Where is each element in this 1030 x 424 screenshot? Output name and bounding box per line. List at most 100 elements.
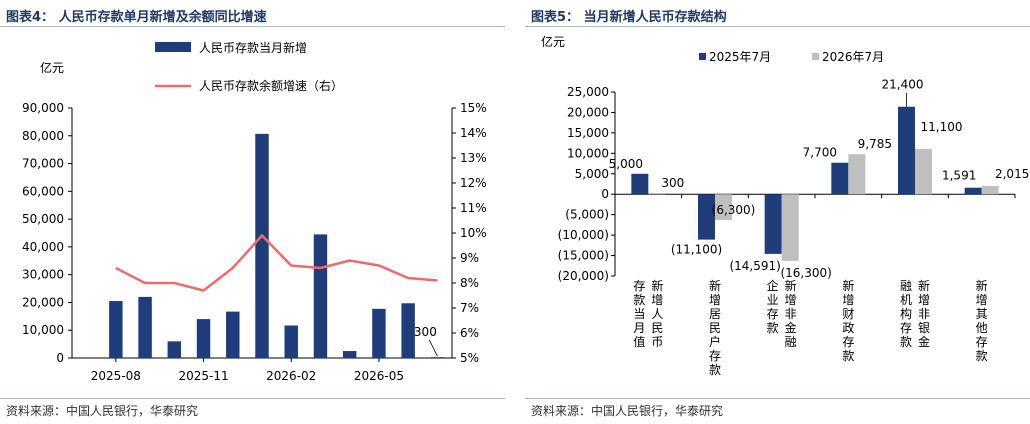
bar-2026 <box>981 185 999 195</box>
category-label-char: 增 <box>842 293 854 307</box>
data-label: 1,591 <box>942 169 976 183</box>
category-label: 新增财政存款 <box>842 278 854 363</box>
annotation-label: 300 <box>414 325 437 339</box>
source-rule <box>0 398 505 399</box>
category-label-char: 款 <box>709 363 721 377</box>
y2-tick-label: 5% <box>460 351 479 365</box>
y-tick-label: 20,000 <box>22 295 64 309</box>
category-label: 新增居民户存款 <box>709 278 721 377</box>
bar-2025 <box>631 173 649 195</box>
bar-2025 <box>764 194 782 254</box>
source-note: 资料来源：中国人民银行，华泰研究 <box>6 404 199 418</box>
bar-2026 <box>781 194 799 261</box>
y2-tick-label: 11% <box>460 201 487 215</box>
category-label: 新增非金融 <box>785 278 797 349</box>
legend-label-2025: 2025年7月 <box>709 50 771 64</box>
y-tick-label: 80,000 <box>22 129 64 143</box>
category-label-char: 户 <box>709 334 721 349</box>
y2-tick-label: 8% <box>460 276 479 290</box>
y2-tick-label: 10% <box>460 226 487 240</box>
bar-2025 <box>898 106 915 195</box>
category-label-char: 存 <box>709 349 721 363</box>
data-label: 9,785 <box>858 137 892 151</box>
legend-swatch-2026 <box>812 53 819 60</box>
data-label: 21,400 <box>882 78 924 92</box>
x-tick-label: 2025-11 <box>178 369 228 383</box>
y-tick-label: 5,000 <box>575 167 609 181</box>
category-label: 融机构存款 <box>900 279 912 349</box>
bar-2026 <box>848 154 866 195</box>
category-label-char: 新 <box>976 278 988 293</box>
chart-panel-deposit-monthly: 图表4： 人民币存款单月新增及余额同比增速 亿元 人民币存款当月新增 人民币存款余额… <box>0 0 505 424</box>
bar-monthly-new <box>372 308 386 358</box>
category-label: 新增其他存款 <box>976 278 988 363</box>
category-label-char: 款 <box>842 349 854 363</box>
y-tick-label: 30,000 <box>22 268 64 282</box>
legend-swatch-2025 <box>699 53 706 60</box>
category-label-char: 居 <box>709 307 721 321</box>
data-label: 7,700 <box>803 146 837 160</box>
chart-panel-deposit-structure: 图表5： 当月新增人民币存款结构 亿元 2025年7月 2026年7月 (20,000… <box>525 0 1030 424</box>
data-label: (11,100) <box>671 243 722 257</box>
y2-tick-label: 6% <box>460 326 479 340</box>
category-label: 新增人民币 <box>651 278 663 349</box>
category-label-char: 财 <box>842 307 854 321</box>
y-tick-label: 0 <box>56 351 64 365</box>
category-label-char: 机 <box>900 293 912 307</box>
data-label: (16,300) <box>780 266 831 280</box>
y-tick-label: 15,000 <box>567 126 609 140</box>
category-label-char: 币 <box>651 335 663 349</box>
category-label-char: 业 <box>767 293 779 307</box>
category-label-char: 增 <box>976 293 988 307</box>
data-label: 300 <box>661 176 684 190</box>
chart-title: 图表4： 人民币存款单月新增及余额同比增速 <box>6 10 267 25</box>
category-label: 企业存款 <box>767 278 779 335</box>
bar-monthly-new <box>342 351 357 358</box>
y-tick-label: 40,000 <box>22 240 64 254</box>
source-note: 资料来源：中国人民银行，华泰研究 <box>531 404 724 418</box>
y-tick-label: (15,000) <box>558 249 609 263</box>
category-label-char: 企 <box>767 278 779 293</box>
y-tick-label: 70,000 <box>22 157 64 171</box>
bar-monthly-new <box>109 301 123 358</box>
category-label-char: 新 <box>709 278 721 293</box>
y-tick-label: 20,000 <box>567 105 609 119</box>
bar-monthly-new <box>196 319 211 358</box>
x-tick-label: 2025-08 <box>91 369 141 383</box>
bar-2025 <box>964 187 982 195</box>
y2-tick-label: 9% <box>460 251 479 265</box>
line-yoy-growth <box>115 233 438 292</box>
bar-monthly-new <box>226 311 240 358</box>
bar-monthly-new <box>284 325 298 358</box>
category-label-char: 非 <box>918 307 930 321</box>
category-label-char: 新 <box>918 278 930 293</box>
bar-monthly-new <box>167 341 182 358</box>
category-label-char: 非 <box>785 307 797 321</box>
category-label-char: 金 <box>785 320 797 335</box>
category-label-char: 新 <box>842 278 854 293</box>
y-tick-label: 25,000 <box>567 85 609 99</box>
category-label-char: 增 <box>651 293 663 307</box>
category-label-char: 增 <box>785 293 797 307</box>
unit-label: 亿元 <box>40 60 64 75</box>
category-label-char: 政 <box>842 321 854 335</box>
category-label-char: 其 <box>976 307 988 321</box>
source-rule <box>525 398 1030 399</box>
category-label-char: 民 <box>709 321 721 335</box>
category-label-char: 款 <box>900 335 912 349</box>
data-label: 11,100 <box>921 120 963 134</box>
category-label-char: 款 <box>633 293 645 307</box>
category-label-char: 款 <box>767 321 779 335</box>
chart-deposit-structure: 亿元 2025年7月 2026年7月 (20,000) (15,000) (10,000)… <box>541 34 1029 377</box>
y2-tick-label: 12% <box>460 176 487 190</box>
category-label-char: 值 <box>633 334 645 349</box>
title-rule <box>0 26 505 27</box>
category-label-char: 新 <box>785 278 797 293</box>
legend-label-line: 人民币存款余额增速（右） <box>199 78 343 93</box>
category-label-char: 存 <box>842 335 854 349</box>
bar-monthly-new <box>430 357 445 358</box>
category-label-char: 新 <box>651 278 663 293</box>
bar-monthly-new <box>255 133 269 358</box>
